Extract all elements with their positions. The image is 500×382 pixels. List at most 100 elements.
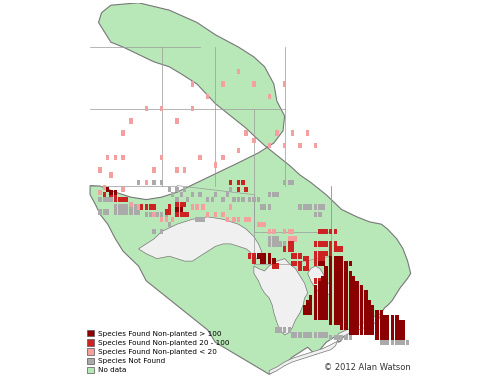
Bar (370, 310, 374, 316)
Bar (183, 187, 186, 193)
Bar (294, 254, 297, 259)
Bar (360, 320, 363, 325)
Bar (322, 315, 324, 320)
Bar (149, 204, 152, 210)
Bar (183, 202, 186, 207)
Bar (134, 209, 137, 215)
Bar (324, 229, 328, 234)
Bar (340, 320, 343, 325)
Bar (402, 340, 404, 345)
Bar (344, 266, 348, 271)
Bar (198, 217, 202, 222)
Bar (229, 204, 232, 210)
Bar (352, 320, 356, 325)
Bar (288, 236, 291, 242)
Bar (237, 217, 240, 222)
Bar (278, 327, 281, 333)
Bar (248, 197, 251, 202)
Bar (129, 204, 132, 210)
Bar (248, 217, 251, 222)
Bar (349, 315, 352, 320)
Bar (322, 280, 324, 286)
Bar (360, 315, 363, 320)
Bar (232, 217, 235, 222)
Bar (406, 340, 409, 345)
Bar (229, 187, 232, 193)
Bar (144, 204, 148, 210)
Bar (118, 209, 122, 215)
Bar (370, 320, 374, 325)
Bar (336, 280, 340, 286)
Bar (248, 254, 251, 259)
Bar (329, 251, 332, 256)
Bar (364, 310, 368, 316)
Bar (137, 204, 140, 210)
Bar (226, 217, 230, 222)
Bar (380, 340, 383, 345)
Bar (329, 300, 332, 306)
Bar (383, 335, 386, 340)
Bar (152, 212, 156, 217)
Bar (314, 300, 317, 306)
Bar (260, 222, 263, 227)
Bar (318, 256, 322, 261)
Bar (122, 204, 125, 210)
Bar (268, 94, 271, 99)
Bar (288, 241, 291, 247)
Bar (103, 185, 106, 190)
Bar (329, 320, 332, 325)
Bar (283, 229, 286, 234)
Bar (106, 187, 110, 193)
Bar (314, 261, 317, 266)
Bar (380, 325, 383, 330)
Bar (336, 256, 340, 261)
Bar (390, 315, 394, 320)
Bar (314, 332, 317, 338)
Bar (349, 320, 352, 325)
Bar (198, 155, 202, 160)
Bar (349, 300, 352, 306)
Legend: Species Found Non-planted > 100, Species Found Non-planted 20 - 100, Species Fou: Species Found Non-planted > 100, Species… (85, 328, 232, 376)
Bar (318, 295, 322, 301)
Bar (340, 246, 343, 251)
Bar (268, 254, 271, 259)
Bar (368, 325, 371, 330)
Bar (318, 315, 322, 320)
Bar (237, 69, 240, 74)
Bar (186, 197, 190, 202)
Bar (360, 300, 363, 306)
Bar (186, 212, 190, 217)
Bar (288, 327, 291, 333)
Bar (375, 330, 378, 335)
Bar (160, 217, 164, 222)
Bar (144, 212, 148, 217)
Bar (324, 332, 328, 338)
Bar (368, 310, 371, 316)
Bar (355, 330, 358, 335)
Bar (190, 106, 194, 111)
Bar (336, 300, 340, 306)
Bar (324, 280, 328, 286)
Bar (322, 332, 324, 338)
Bar (176, 118, 178, 124)
Bar (336, 271, 340, 276)
Bar (324, 271, 328, 276)
Bar (349, 330, 352, 335)
Bar (318, 261, 322, 266)
Bar (206, 94, 210, 99)
Bar (318, 212, 322, 217)
Bar (290, 241, 294, 247)
Bar (380, 335, 383, 340)
Polygon shape (269, 341, 338, 374)
Bar (340, 305, 343, 311)
Bar (252, 197, 256, 202)
Bar (272, 263, 276, 269)
Bar (386, 315, 390, 320)
Bar (294, 332, 297, 338)
Bar (355, 325, 358, 330)
Bar (386, 335, 390, 340)
Bar (336, 285, 340, 291)
Bar (352, 280, 356, 286)
Bar (375, 335, 378, 340)
Bar (344, 325, 348, 330)
